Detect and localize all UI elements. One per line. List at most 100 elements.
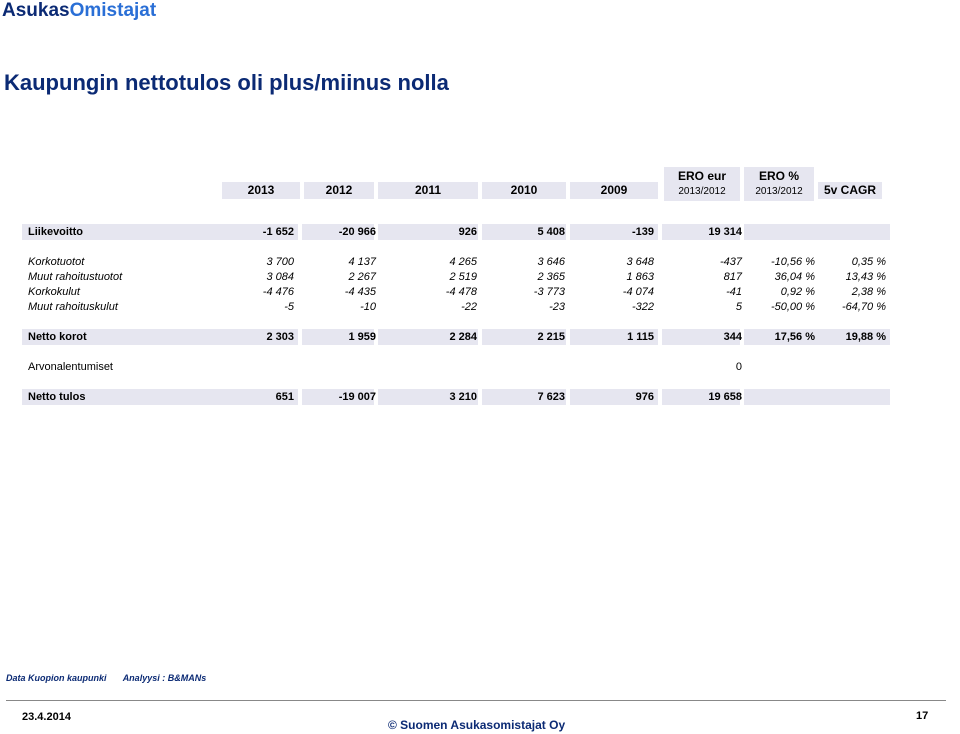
column-gap <box>478 329 482 345</box>
footer-analysis: Analyysi : B&MANs <box>122 673 207 683</box>
table-row: Muut rahoitustuotot 3 084 2 267 2 519 2 365 1… <box>22 269 890 285</box>
cell-value: 4 137 <box>348 256 376 268</box>
cell-value: 0,92 % <box>780 286 815 298</box>
column-gap <box>658 224 662 240</box>
cell-value: -3 773 <box>533 286 565 298</box>
cell-value: 3 210 <box>449 391 477 403</box>
cell-value: 2 303 <box>266 331 294 343</box>
cell-value: 3 648 <box>626 256 654 268</box>
row-label: Korkokulut <box>28 286 80 298</box>
column-gap <box>740 329 744 345</box>
row-label: Netto korot <box>28 331 87 343</box>
cell-value: 926 <box>458 226 477 238</box>
column-gap <box>374 224 378 240</box>
cell-value: -64,70 % <box>841 301 886 313</box>
footer-copyright: © Suomen Asukasomistajat Oy <box>388 718 566 732</box>
cell-value: 5 <box>735 301 742 313</box>
cell-value: 2 215 <box>537 331 565 343</box>
cell-value: -1 652 <box>262 226 294 238</box>
column-gap <box>478 389 482 405</box>
cell-value: 817 <box>723 271 742 283</box>
column-gap <box>740 224 744 240</box>
cell-value: 3 646 <box>537 256 565 268</box>
header-year-2013: 2013 <box>222 182 300 199</box>
header-ero-pct: ERO % 2013/2012 <box>744 167 814 201</box>
header-year-2012: 2012 <box>304 182 374 199</box>
cell-value: 36,04 % <box>774 271 815 283</box>
table-row: Netto korot 2 303 1 959 2 284 2 215 1 115 344 1… <box>22 329 890 345</box>
table-row: Liikevoitto -1 652 -20 966 926 5 408 -139 19 3… <box>22 224 890 240</box>
row-label: Netto tulos <box>28 391 86 403</box>
footer-divider <box>6 700 946 701</box>
cell-value: 1 115 <box>627 331 654 343</box>
cell-value: 5 408 <box>537 226 565 238</box>
cell-value: 2,38 % <box>851 286 886 298</box>
header-year-2009: 2009 <box>570 182 658 199</box>
cell-value: 976 <box>635 391 654 403</box>
page-number: 17 <box>916 710 929 722</box>
column-gap <box>566 329 570 345</box>
header-ero-pct-line1: ERO % <box>758 169 799 183</box>
cell-value: 2 519 <box>449 271 477 283</box>
cell-value: 7 623 <box>537 391 565 403</box>
cell-value: 344 <box>723 331 742 343</box>
table-row: Korkotuotot 3 700 4 137 4 265 3 646 3 648 -437… <box>22 254 890 270</box>
cell-value: -437 <box>719 256 742 268</box>
cell-value: 19 658 <box>708 391 742 403</box>
header-ero-eur: ERO eur 2013/2012 <box>664 167 740 201</box>
cell-value: 2 365 <box>537 271 565 283</box>
footer-data-source: Data Kuopion kaupunki <box>6 673 107 683</box>
cell-value: 4 265 <box>449 256 477 268</box>
cell-value: -5 <box>284 301 294 313</box>
column-gap <box>740 389 744 405</box>
cell-value: -322 <box>631 301 654 313</box>
cell-value: 0,35 % <box>851 256 886 268</box>
cell-value: -20 966 <box>338 226 376 238</box>
cell-value: -4 478 <box>445 286 477 298</box>
cell-value: -41 <box>726 286 742 298</box>
cell-value: -4 476 <box>262 286 294 298</box>
column-gap <box>298 224 302 240</box>
cell-value: -4 074 <box>622 286 654 298</box>
cell-value: 17,56 % <box>774 331 815 343</box>
page-title: Kaupungin nettotulos oli plus/miinus nol… <box>4 70 449 95</box>
column-gap <box>566 389 570 405</box>
cell-value: 1 959 <box>348 331 376 343</box>
cell-value: 651 <box>275 391 294 403</box>
row-label: Muut rahoituskulut <box>28 301 118 313</box>
cell-value: -23 <box>549 301 565 313</box>
cell-value: 13,43 % <box>845 271 886 283</box>
cell-value: 3 084 <box>266 271 294 283</box>
row-label: Arvonalentumiset <box>28 361 113 373</box>
table-row: Netto tulos 651 -19 007 3 210 7 623 976 19 658 <box>22 389 890 405</box>
brand-logo: AsukasOmistajat <box>2 0 156 22</box>
cell-value: 2 284 <box>449 331 477 343</box>
logo-part2: Omistajat <box>69 0 157 21</box>
cell-value: -10,56 % <box>770 256 815 268</box>
cell-value: 2 267 <box>348 271 376 283</box>
cell-value: -10 <box>360 301 376 313</box>
cell-value: -22 <box>461 301 477 313</box>
header-year-2011: 2011 <box>378 182 478 199</box>
cell-value: -50,00 % <box>770 301 815 313</box>
cell-value: 0 <box>735 361 742 373</box>
cell-value: 3 700 <box>266 256 294 268</box>
column-gap <box>298 329 302 345</box>
footer-date: 23.4.2014 <box>22 711 71 723</box>
column-gap <box>658 329 662 345</box>
column-gap <box>298 389 302 405</box>
table-row: Korkokulut -4 476 -4 435 -4 478 -3 773 -4 074… <box>22 284 890 300</box>
column-gap <box>478 224 482 240</box>
column-gap <box>374 389 378 405</box>
logo-part1: Asukas <box>2 0 70 21</box>
cell-value: 19,88 % <box>845 331 886 343</box>
cell-value: 1 863 <box>626 271 654 283</box>
header-cagr: 5v CAGR <box>818 182 882 199</box>
cell-value: -19 007 <box>338 391 376 403</box>
header-year-2010: 2010 <box>482 182 566 199</box>
header-ero-pct-line2: 2013/2012 <box>755 186 803 197</box>
cell-value: -4 435 <box>344 286 376 298</box>
table-row: Muut rahoituskulut -5 -10 -22 -23 -322 5 -50,00… <box>22 299 890 315</box>
header-ero-eur-line1: ERO eur <box>677 169 726 183</box>
row-label: Liikevoitto <box>28 226 84 238</box>
